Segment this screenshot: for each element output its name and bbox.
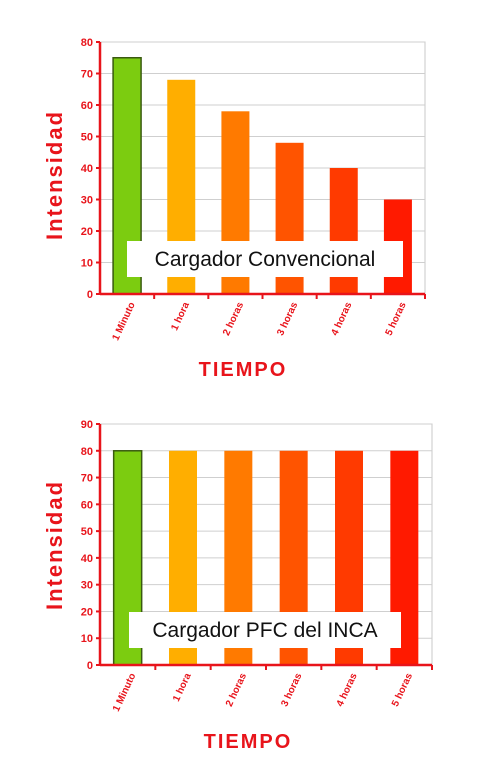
- chart-pfc-charger: Intensidad TIEMPO 0 10 20 30 40 50 60 70 80 90 1 M…: [0, 400, 491, 775]
- x-axis-label: TIEMPO: [204, 731, 293, 753]
- y-tick-label: 90: [81, 419, 93, 431]
- x-tick-label: 1 Minuto: [110, 301, 137, 343]
- y-tick-label: 40: [81, 553, 93, 565]
- y-tick-label: 80: [81, 37, 93, 49]
- x-tick-label: 3 horas: [279, 671, 304, 708]
- x-tick-label: 5 horas: [384, 300, 409, 337]
- annotation-text: Cargador Convencional: [155, 248, 376, 271]
- y-tick-label: 60: [81, 499, 93, 511]
- chart-conventional-charger: Intensidad TIEMPO 0 10 20 30 40 50 60 70 80 1 Min…: [42, 37, 426, 381]
- x-axis-label: TIEMPO: [199, 359, 288, 381]
- y-tick-label: 10: [81, 258, 93, 270]
- y-tick-label: 80: [81, 446, 93, 458]
- y-tick-label: 20: [81, 226, 93, 238]
- chart-svg: Intensidad TIEMPO 0 10 20 30 40 50 60 70 80 90 1 M…: [42, 419, 433, 753]
- y-axis-label: Intensidad: [42, 110, 67, 240]
- x-tick-label: 1 hora: [171, 671, 194, 703]
- y-tick-label: 10: [81, 633, 93, 645]
- y-tick-label: 50: [81, 132, 93, 144]
- y-tick-label: 30: [81, 195, 93, 207]
- y-tick-label: 20: [81, 606, 93, 618]
- x-tick-label: 5 horas: [390, 671, 415, 708]
- y-tick-label: 70: [81, 69, 93, 81]
- x-tick-label: 4 horas: [329, 300, 354, 337]
- y-tick-label: 60: [81, 100, 93, 112]
- x-tick-label: 2 horas: [224, 671, 249, 708]
- annotation-text: Cargador PFC del INCA: [152, 619, 377, 642]
- annotation-background: [129, 612, 401, 648]
- x-tick-label: 1 hora: [169, 300, 192, 332]
- y-tick-label: 30: [81, 580, 93, 592]
- x-tick-label: 4 horas: [335, 671, 360, 708]
- annotation-background: [127, 241, 403, 277]
- y-tick-label: 70: [81, 473, 93, 485]
- annotation-box: Cargador PFC del INCA: [129, 612, 401, 648]
- x-tick-label: 1 Minuto: [111, 672, 138, 714]
- x-tick-label: 3 horas: [275, 300, 300, 337]
- y-tick-label: 0: [87, 660, 93, 672]
- x-tick-label: 2 horas: [221, 300, 246, 337]
- y-tick-label: 0: [87, 289, 93, 301]
- chart-svg: Intensidad TIEMPO 0 10 20 30 40 50 60 70 80 1 Min…: [42, 37, 426, 381]
- y-axis-label: Intensidad: [42, 480, 67, 610]
- annotation-box: Cargador Convencional: [127, 241, 403, 277]
- y-tick-label: 40: [81, 163, 93, 175]
- y-tick-label: 50: [81, 526, 93, 538]
